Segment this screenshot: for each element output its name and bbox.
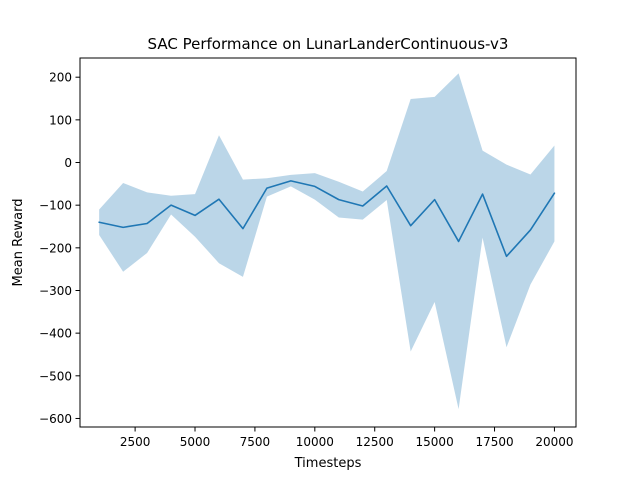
y-tick-label: −600 [39, 412, 72, 426]
y-tick-label: −400 [39, 327, 72, 341]
y-axis: −600 −500 −400 −300 −200 −100 0 100 200 [39, 71, 80, 426]
x-tick-label: 17500 [475, 435, 513, 449]
y-tick-label: −200 [39, 241, 72, 255]
y-tick-label: 200 [49, 71, 72, 85]
x-tick-label: 20000 [535, 435, 573, 449]
x-tick-label: 12500 [356, 435, 394, 449]
x-tick-label: 15000 [416, 435, 454, 449]
y-tick-label: −500 [39, 369, 72, 383]
plot-area [98, 73, 556, 410]
x-tick-label: 5000 [180, 435, 211, 449]
series-0-line [98, 180, 556, 258]
chart-title: SAC Performance on LunarLanderContinuous… [148, 35, 509, 53]
x-tick-label: 7500 [240, 435, 271, 449]
plot-frame [79, 57, 577, 428]
x-axis: 2500 5000 7500 10000 12500 15000 17500 20000 [120, 427, 574, 449]
y-tick-label: 0 [64, 156, 72, 170]
y-tick-label: 100 [49, 113, 72, 127]
y-tick-label: −100 [39, 199, 72, 213]
x-axis-label: Timesteps [294, 456, 362, 471]
x-tick-label: 10000 [296, 435, 334, 449]
series-0-band [99, 73, 555, 410]
y-tick-label: −300 [39, 284, 72, 298]
y-axis-label: Mean Reward [11, 199, 26, 287]
x-tick-label: 2500 [120, 435, 151, 449]
